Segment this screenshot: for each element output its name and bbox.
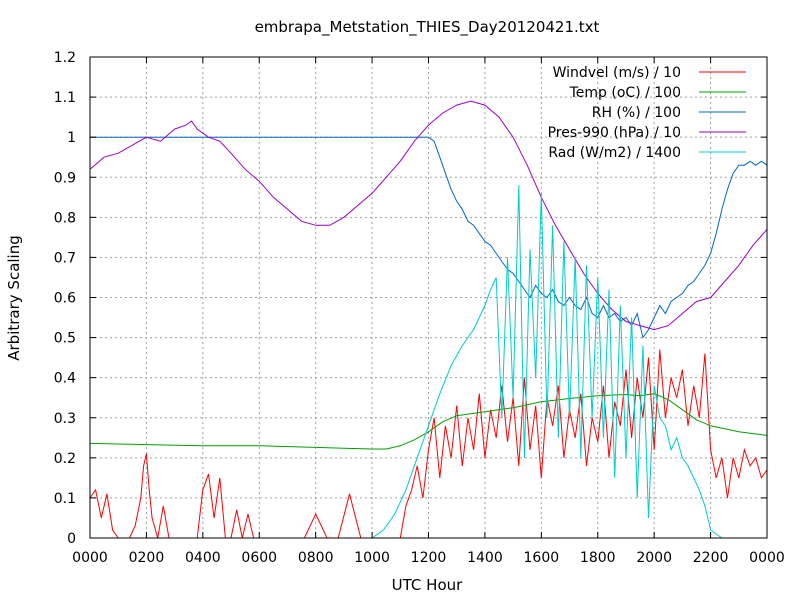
- legend-label: RH (%) / 100: [592, 105, 681, 121]
- x-tick-label: 1600: [524, 550, 560, 566]
- y-tick-label: 0.4: [54, 371, 76, 387]
- x-tick-label: 0200: [129, 550, 165, 566]
- series-line-5: [90, 185, 767, 539]
- x-tick-label: 0400: [185, 550, 221, 566]
- x-tick-label: 2000: [636, 550, 672, 566]
- x-tick-label: 1200: [411, 550, 447, 566]
- y-tick-label: 0.3: [54, 411, 76, 427]
- x-axis-title: UTC Hour: [392, 576, 463, 594]
- y-tick-label: 1.1: [54, 90, 76, 106]
- y-tick-label: 0.8: [54, 210, 76, 226]
- x-tick-label: 1800: [580, 550, 616, 566]
- series-line-3: [90, 136, 768, 339]
- y-tick-label: 0.7: [54, 250, 76, 266]
- y-tick-label: 0.1: [54, 491, 76, 507]
- y-tick-label: 0.2: [54, 451, 76, 467]
- legend: Windvel (m/s) / 10 Temp (oC) / 100 RH (%) …: [548, 65, 746, 161]
- y-tick-label: 0.9: [54, 170, 76, 186]
- y-tick-label: 0.5: [54, 331, 76, 347]
- legend-label: Windvel (m/s) / 10: [553, 65, 681, 81]
- x-tick-label: 0800: [298, 550, 334, 566]
- series-line-2: [89, 393, 768, 450]
- x-tick-label: 0000: [72, 550, 108, 566]
- y-axis-title: Arbitrary Scaling: [5, 235, 23, 361]
- y-tick-label: 1: [67, 130, 76, 146]
- series-layer: [89, 100, 768, 539]
- legend-label: Temp (oC) / 100: [569, 85, 681, 101]
- y-tick-label: 0.6: [54, 291, 76, 307]
- y-tick-label: 0: [67, 531, 76, 547]
- legend-label: Rad (W/m2) / 1400: [548, 145, 681, 161]
- x-tick-label: 2200: [693, 550, 729, 566]
- x-tick-label: 1400: [467, 550, 503, 566]
- x-tick-label: 0600: [241, 550, 277, 566]
- x-tick-label: 1000: [354, 550, 390, 566]
- chart-title: embrapa_Metstation_THIES_Day20120421.txt: [255, 18, 600, 37]
- series-line-4: [89, 100, 768, 331]
- y-tick-label: 1.2: [54, 50, 76, 66]
- x-tick-label: 0000: [749, 550, 785, 566]
- legend-label: Pres-990 (hPa) / 10: [548, 125, 681, 141]
- ticks: 0000 0200 0400 0600 0800 1000 1200 1400 1600 1800…: [54, 50, 785, 566]
